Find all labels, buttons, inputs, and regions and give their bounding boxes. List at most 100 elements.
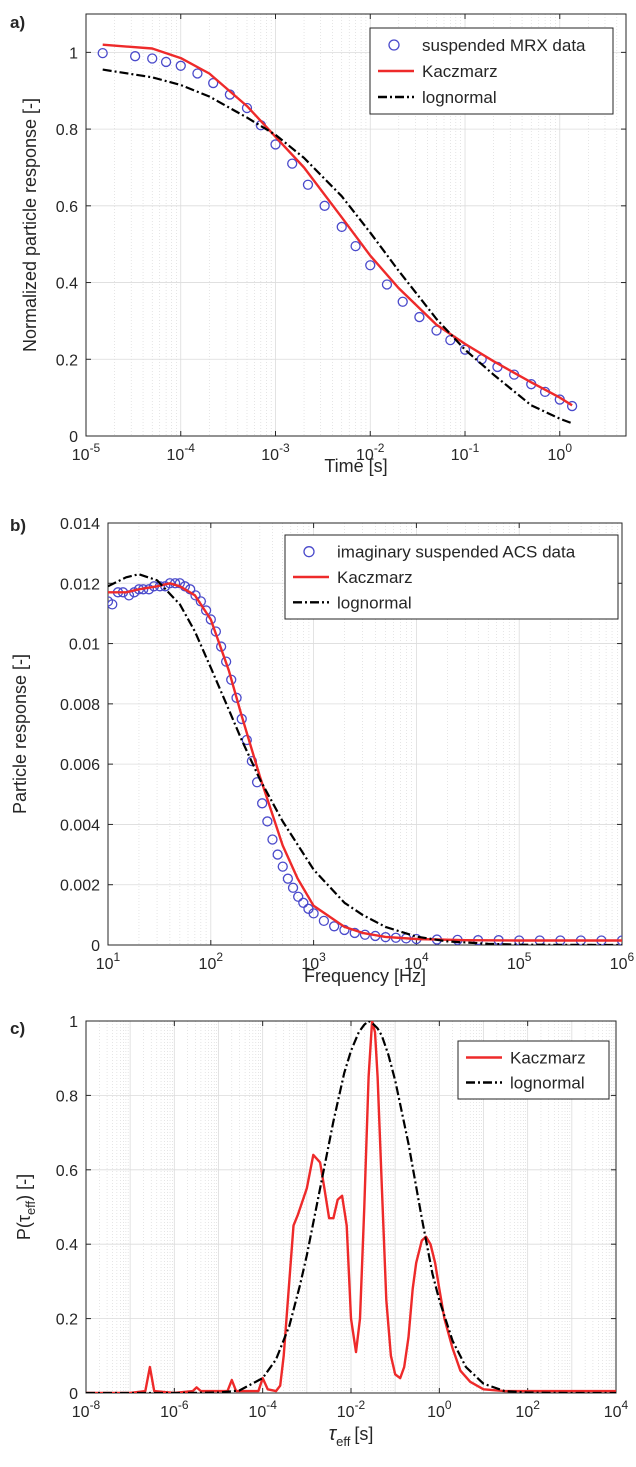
x-tick-label: 102 [199, 950, 224, 973]
x-tick-label: 104 [604, 1398, 629, 1421]
grid [107, 522, 623, 946]
x-tick-label: 100 [548, 441, 573, 464]
data-point [129, 51, 141, 62]
data-point [302, 179, 314, 190]
kaczmarz-line [86, 1021, 616, 1393]
data-point [287, 882, 299, 893]
legend-label: Kaczmarz [337, 568, 413, 587]
data-point [381, 279, 393, 290]
panel-c: c) 0 0.2 0.4 0.6 0.8 1 10-8 10-6 10-4 10-2 100 102 10… [10, 1014, 629, 1449]
x-tick-label: 10-8 [72, 1398, 101, 1421]
plot-area [108, 573, 622, 945]
legend-label: lognormal [337, 593, 412, 612]
data-point [270, 139, 281, 150]
y-tick-label: 1 [69, 1014, 78, 1031]
y-tick-label: 0.004 [60, 817, 100, 834]
ticks: 0 0.2 0.4 0.6 0.8 1 10-8 10-6 10-4 10-2 100 102 104 [56, 1014, 629, 1421]
legend: Kaczmarz lognormal [457, 1040, 610, 1100]
plot-area [86, 1021, 616, 1393]
data-point [108, 599, 118, 610]
kaczmarz-line [102, 43, 573, 407]
data-point [298, 897, 309, 908]
y-tick-label: 0.8 [56, 122, 78, 139]
x-axis-label: Time [s] [324, 456, 387, 476]
data-point [277, 861, 288, 872]
y-tick-label: 0 [69, 1386, 78, 1403]
x-tick-label: 10-4 [167, 441, 196, 464]
x-tick-label: 10-2 [356, 441, 385, 464]
data-point [175, 60, 186, 71]
x-tick-label: 10-5 [72, 441, 101, 464]
data-point [192, 68, 203, 79]
y-tick-label: 0 [69, 429, 78, 446]
legend-label: lognormal [510, 1074, 585, 1093]
panel-label: c) [10, 1019, 25, 1038]
data-point [108, 596, 114, 607]
legend-label: Kaczmarz [422, 62, 498, 81]
y-tick-label: 0.4 [56, 1237, 78, 1254]
panel-label: b) [10, 516, 26, 535]
plot-area [97, 43, 578, 425]
x-tick-label: 106 [610, 950, 635, 973]
y-tick-label: 1 [69, 45, 78, 62]
y-tick-label: 0.2 [56, 1312, 78, 1329]
legend: suspended MRX data Kaczmarz lognormal [369, 27, 614, 115]
x-axis-label: Frequency [Hz] [304, 966, 426, 986]
data-point [208, 77, 219, 89]
lognormal-line [108, 573, 622, 945]
legend-marker [388, 39, 400, 51]
y-tick-label: 0.008 [60, 697, 100, 714]
data-point [365, 260, 376, 271]
x-tick-label: 101 [96, 950, 121, 973]
y-tick-label: 0.8 [56, 1088, 78, 1105]
panel-a: a) 0 0.2 0.4 0.6 0.8 1 10-5 10-4 10-3 10-2 10-1 100 T… [10, 13, 627, 476]
data-point [272, 849, 283, 860]
y-axis-label: Particle response [-] [10, 654, 30, 814]
data-point [262, 816, 273, 827]
x-tick-label: 10-2 [337, 1398, 366, 1421]
data-point [350, 240, 361, 252]
y-tick-label: 0.002 [60, 878, 100, 895]
data-point [329, 921, 340, 932]
x-tick-label: 105 [507, 950, 532, 973]
y-tick-label: 0.01 [69, 637, 100, 654]
y-tick-label: 0.4 [56, 276, 78, 293]
legend-marker [303, 546, 315, 558]
axes-box [85, 13, 627, 437]
data-point [293, 891, 304, 902]
x-tick-label: 10-3 [261, 441, 290, 464]
panel-label: a) [10, 13, 25, 32]
data-point [97, 47, 108, 59]
y-tick-label: 0.2 [56, 352, 78, 369]
data-point [267, 834, 278, 845]
x-tick-label: 104 [404, 950, 429, 973]
x-tick-label: 10-4 [248, 1398, 277, 1421]
x-tick-label: 10-6 [160, 1398, 189, 1421]
panel-b: b) 0 0.002 0.004 0.006 0.008 0.01 0.012 0.014 101… [10, 516, 635, 986]
data-point [566, 400, 578, 412]
y-tick-label: 0.012 [60, 576, 100, 593]
y-tick-label: 0.6 [56, 199, 78, 216]
axes-box [107, 522, 623, 946]
lognormal-line [102, 68, 573, 425]
data-point [414, 311, 425, 323]
data-markers [108, 578, 622, 945]
data-point [308, 908, 319, 919]
data-point [241, 102, 253, 114]
x-tick-label: 10-1 [451, 441, 480, 464]
y-axis-label: Normalized particle response [-] [20, 98, 40, 352]
data-point [257, 798, 268, 809]
legend-label: imaginary suspended ACS data [337, 543, 576, 562]
data-point [200, 605, 212, 616]
data-point [319, 200, 330, 211]
y-tick-label: 0.006 [60, 757, 100, 774]
data-point [336, 221, 347, 233]
data-point [205, 614, 216, 625]
x-tick-label: 103 [301, 950, 326, 973]
x-tick-label: 102 [515, 1398, 540, 1421]
data-point [287, 158, 298, 169]
y-tick-label: 0.014 [60, 516, 100, 533]
legend-box [457, 1040, 610, 1100]
x-axis-label: τeff [s] [329, 1423, 374, 1449]
